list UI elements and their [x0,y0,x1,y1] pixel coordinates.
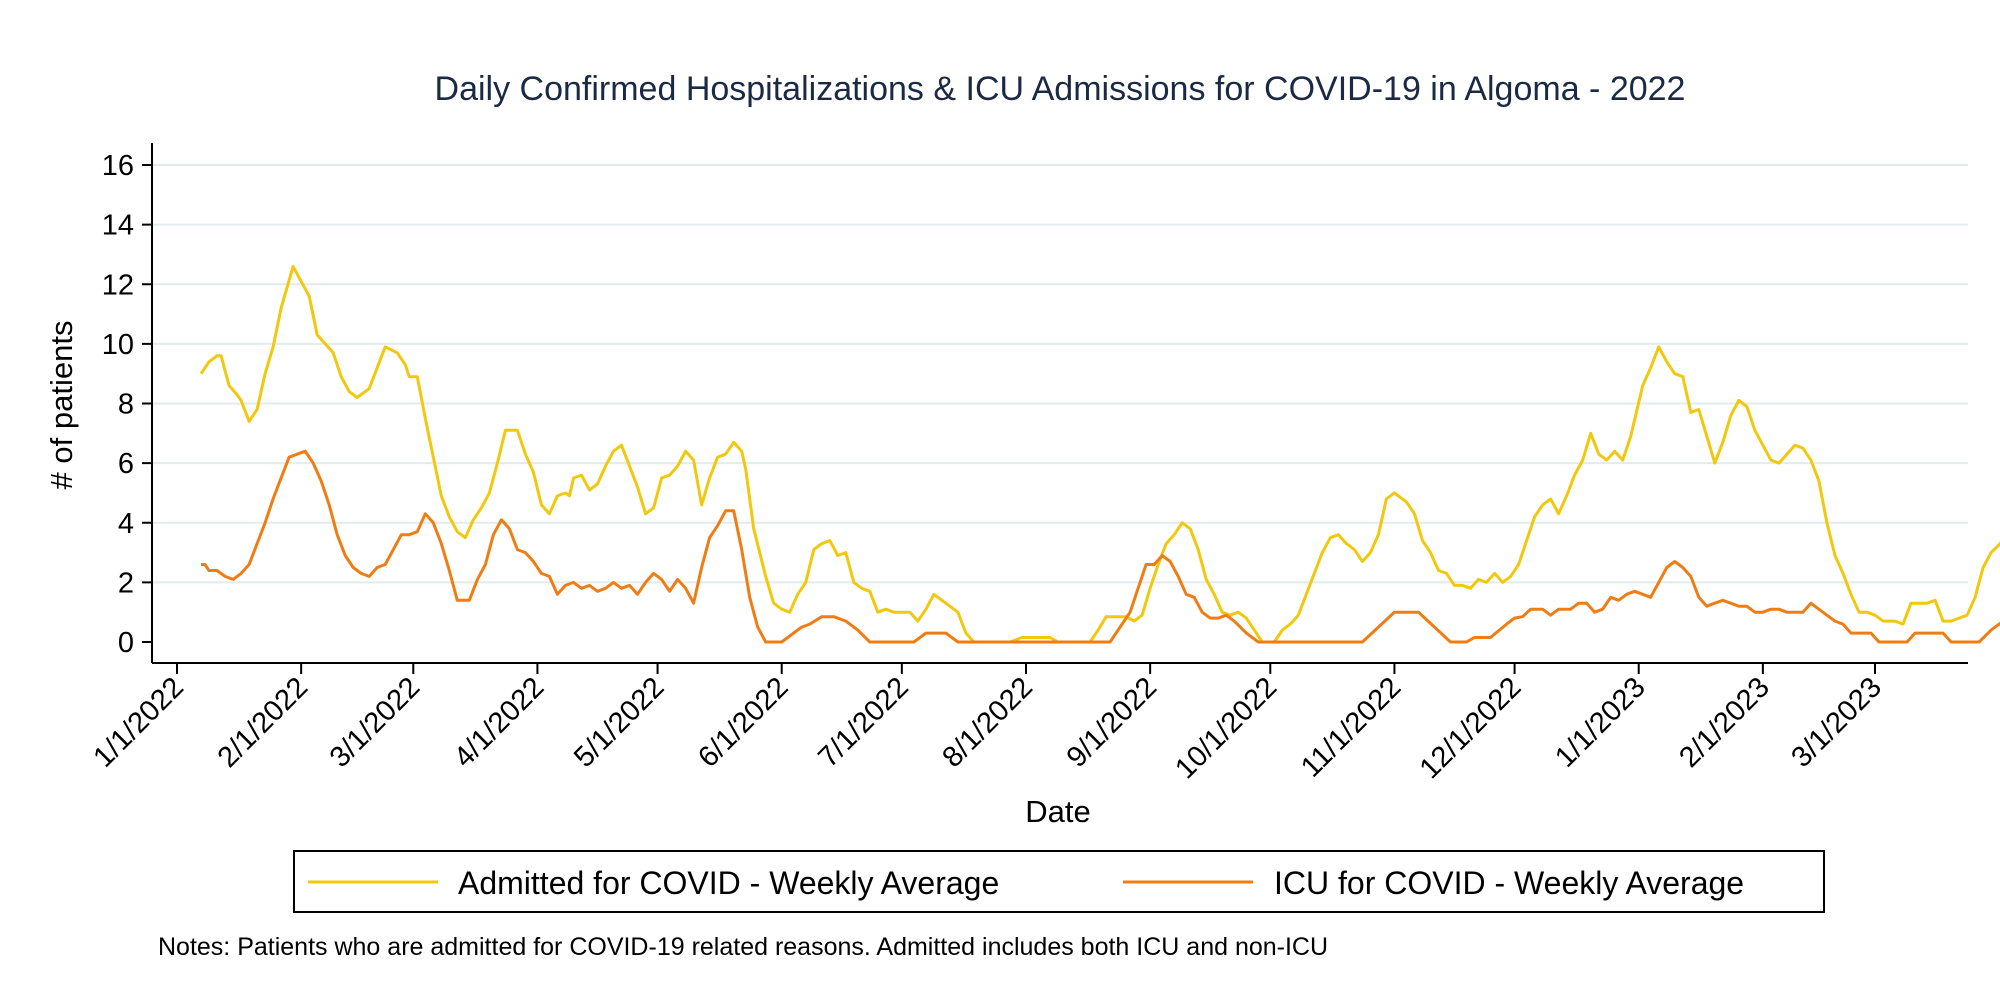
x-axis-ticks: 1/1/2022 2/1/2022 3/1/2022 4/1/2022 5/1/2022… [87,663,1888,785]
x-tick-label-8: 9/1/2022 [1061,671,1163,773]
y-axis-title: # of patients [44,321,79,490]
y-tick-label-2: 2 [118,567,134,599]
x-tick-label-9: 10/1/2022 [1169,671,1283,785]
x-tick-label-14: 3/1/2023 [1785,671,1887,773]
x-tick-label-5: 6/1/2022 [692,671,794,773]
y-tick-label-14: 14 [102,210,134,242]
series-line-icu [201,449,2000,644]
y-tick-label-16: 16 [102,150,134,182]
series-lines [199,264,2000,644]
legend-box [293,850,1825,913]
series-line-admitted [199,264,2000,644]
x-tick-label-7: 8/1/2022 [936,671,1038,773]
x-tick-label-10: 11/1/2022 [1295,671,1407,783]
x-axis-title: Date [1025,794,1090,829]
gridlines [152,164,1968,584]
x-tick-label-6: 7/1/2022 [812,671,914,773]
y-tick-label-8: 8 [118,389,134,421]
legend-label-icu: ICU for COVID - Weekly Average [1274,865,1744,901]
x-tick-label-2: 3/1/2022 [324,671,426,773]
legend-label-admitted: Admitted for COVID - Weekly Average [458,865,999,901]
y-tick-label-0: 0 [118,627,134,659]
x-tick-label-12: 1/1/2023 [1549,671,1651,773]
x-tick-label-1: 2/1/2022 [212,671,314,773]
y-axis-ticks: 0 2 4 6 8 10 12 14 16 [102,150,152,659]
x-tick-label-0: 1/1/2022 [87,671,189,773]
chart-notes: Notes: Patients who are admitted for COV… [158,933,1328,961]
x-tick-label-13: 2/1/2023 [1673,671,1775,773]
x-tick-label-4: 5/1/2022 [568,671,670,773]
x-tick-label-3: 4/1/2022 [448,671,550,773]
chart-title: Daily Confirmed Hospitalizations & ICU A… [435,70,1686,108]
y-tick-label-6: 6 [118,448,134,480]
y-tick-label-12: 12 [102,269,134,301]
y-tick-label-4: 4 [118,508,134,540]
y-tick-label-10: 10 [102,329,134,361]
legend: Admitted for COVID - Weekly Average ICU … [293,850,1825,913]
x-tick-label-11: 12/1/2022 [1414,671,1528,785]
